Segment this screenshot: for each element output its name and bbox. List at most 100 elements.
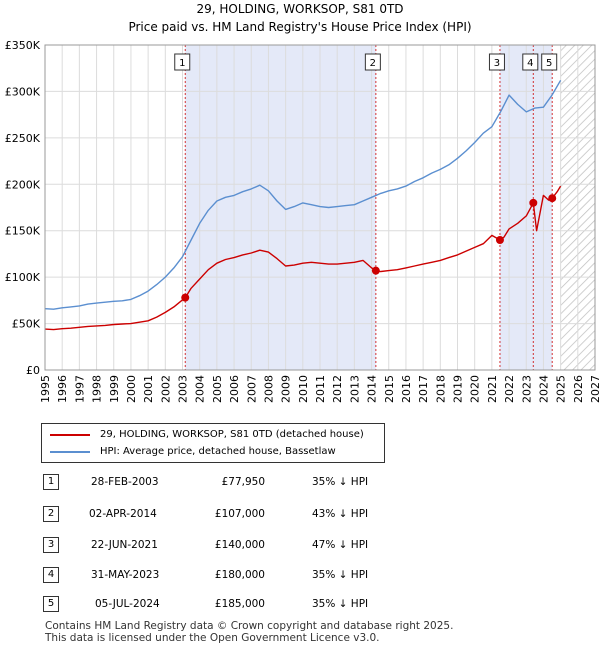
sale-marker-number: 5 — [546, 58, 552, 69]
sale-marker-dot — [495, 236, 504, 244]
x-tick-label: 2008 — [262, 375, 275, 403]
ownership-period-band — [533, 45, 553, 370]
sale-row-4: 4 31-MAY-2023 £180,000 35% ↓ HPI — [0, 567, 600, 583]
y-tick-label: £50K — [12, 318, 41, 331]
sale-hpi-diff: 43% ↓ HPI — [312, 508, 369, 520]
sale-marker-dot — [529, 198, 538, 207]
y-tick-label: £150K — [5, 225, 41, 238]
x-tick-label: 2009 — [280, 375, 293, 403]
sale-hpi-diff: 47% ↓ HPI — [312, 539, 369, 551]
sale-marker-dot — [181, 293, 190, 302]
sale-marker-dot — [371, 266, 380, 275]
sale-price: £185,000 — [214, 598, 265, 610]
sale-marker-dot — [548, 194, 557, 203]
sale-marker-box — [541, 53, 558, 71]
x-tick-label: 2002 — [159, 375, 172, 403]
sale-marker-label: 3 — [488, 53, 505, 71]
x-tick-label: 1997 — [73, 375, 86, 403]
sale-hpi-diff: 35% ↓ HPI — [312, 598, 369, 610]
sale-hpi-diff: 35% ↓ HPI — [312, 569, 369, 581]
legend-swatch-hpi — [50, 451, 90, 453]
sale-row-2: 2 02-APR-2014 £107,000 43% ↓ HPI — [0, 506, 600, 522]
sale-price: £77,950 — [221, 476, 265, 488]
x-tick-label: 2018 — [434, 375, 447, 403]
sale-number-badge: 5 — [43, 596, 59, 612]
chart-subtitle: Price paid vs. HM Land Registry's House … — [128, 20, 472, 34]
sale-date: 28-FEB-2003 — [91, 476, 159, 488]
sale-price: £140,000 — [214, 539, 265, 551]
sale-row-5: 5 05-JUL-2024 £185,000 35% ↓ HPI — [0, 596, 600, 612]
x-tick-label: 2007 — [245, 375, 258, 403]
sale-date: 02-APR-2014 — [89, 508, 157, 520]
x-tick-label: 2014 — [366, 375, 379, 403]
ownership-period-band — [499, 45, 534, 370]
x-tick-label: 2013 — [348, 375, 361, 403]
sale-marker-number: 4 — [527, 58, 533, 69]
ownership-period-band — [185, 45, 376, 370]
y-tick-label: £250K — [5, 132, 41, 145]
footer-copyright: Contains HM Land Registry data © Crown c… — [45, 620, 454, 632]
x-tick-label: 2010 — [297, 375, 310, 403]
x-tick-label: 1999 — [108, 375, 121, 403]
sale-marker-number: 1 — [179, 58, 185, 69]
x-tick-label: 2006 — [228, 375, 241, 403]
sale-marker-number: 2 — [370, 58, 376, 69]
x-tick-label: 2026 — [572, 375, 585, 403]
x-tick-label: 2019 — [452, 375, 465, 403]
x-tick-label: 2027 — [589, 375, 600, 403]
sale-marker-box — [364, 53, 381, 71]
sale-date: 05-JUL-2024 — [95, 598, 160, 610]
sale-row-3: 3 22-JUN-2021 £140,000 47% ↓ HPI — [0, 537, 600, 553]
y-tick-label: £200K — [5, 178, 41, 191]
x-tick-label: 1996 — [56, 375, 69, 403]
sale-marker-box — [488, 53, 505, 71]
x-tick-label: 2003 — [177, 375, 190, 403]
sale-price: £107,000 — [214, 508, 265, 520]
sale-number-badge: 1 — [43, 474, 59, 490]
x-tick-label: 2017 — [417, 375, 430, 403]
x-tick-label: 2000 — [125, 375, 138, 403]
price-chart: 1 2 3 4 5 £0 £50K £100K £150K £200K £250K £300K £350… — [5, 39, 600, 403]
sale-number-badge: 4 — [43, 567, 59, 583]
x-tick-label: 2025 — [555, 375, 568, 403]
sale-date: 22-JUN-2021 — [91, 539, 158, 551]
chart-legend: 29, HOLDING, WORKSOP, S81 0TD (detached … — [41, 423, 385, 463]
legend-swatch-price — [50, 434, 90, 436]
hpi-series-line — [45, 79, 562, 310]
sale-marker-label: 5 — [541, 53, 558, 71]
x-tick-label: 2011 — [314, 375, 327, 403]
sale-marker-box — [522, 53, 539, 71]
sale-price: £180,000 — [214, 569, 265, 581]
x-tick-label: 2016 — [400, 375, 413, 403]
x-tick-label: 2021 — [486, 375, 499, 403]
sale-hpi-diff: 35% ↓ HPI — [312, 476, 369, 488]
x-tick-label: 2020 — [469, 375, 482, 403]
x-tick-label: 2023 — [520, 375, 533, 403]
y-tick-label: £350K — [5, 39, 41, 52]
sale-marker-label: 2 — [364, 53, 381, 71]
footer-licence: This data is licensed under the Open Gov… — [45, 632, 380, 644]
x-tick-label: 1998 — [91, 375, 104, 403]
sale-marker-label: 1 — [174, 53, 191, 71]
sale-number-badge: 3 — [43, 537, 59, 553]
legend-label-hpi: HPI: Average price, detached house, Bass… — [100, 446, 336, 457]
x-tick-label: 2015 — [383, 375, 396, 403]
x-tick-label: 1995 — [39, 375, 52, 403]
x-tick-label: 2024 — [537, 375, 550, 403]
legend-label-price: 29, HOLDING, WORKSOP, S81 0TD (detached … — [100, 429, 364, 440]
sale-marker-number: 3 — [494, 58, 500, 69]
y-tick-label: £0 — [26, 364, 40, 377]
y-tick-label: £300K — [5, 85, 41, 98]
sale-marker-box — [174, 53, 191, 71]
x-tick-label: 2012 — [331, 375, 344, 403]
x-tick-label: 2022 — [503, 375, 516, 403]
plot-border — [44, 44, 596, 371]
x-tick-label: 2004 — [194, 375, 207, 403]
sale-row-1: 1 28-FEB-2003 £77,950 35% ↓ HPI — [0, 474, 600, 490]
y-tick-label: £100K — [5, 271, 41, 284]
sale-date: 31-MAY-2023 — [91, 569, 160, 581]
sale-marker-label: 4 — [522, 53, 539, 71]
sale-number-badge: 2 — [43, 506, 59, 522]
x-tick-label: 2005 — [211, 375, 224, 403]
x-tick-label: 2001 — [142, 375, 155, 403]
